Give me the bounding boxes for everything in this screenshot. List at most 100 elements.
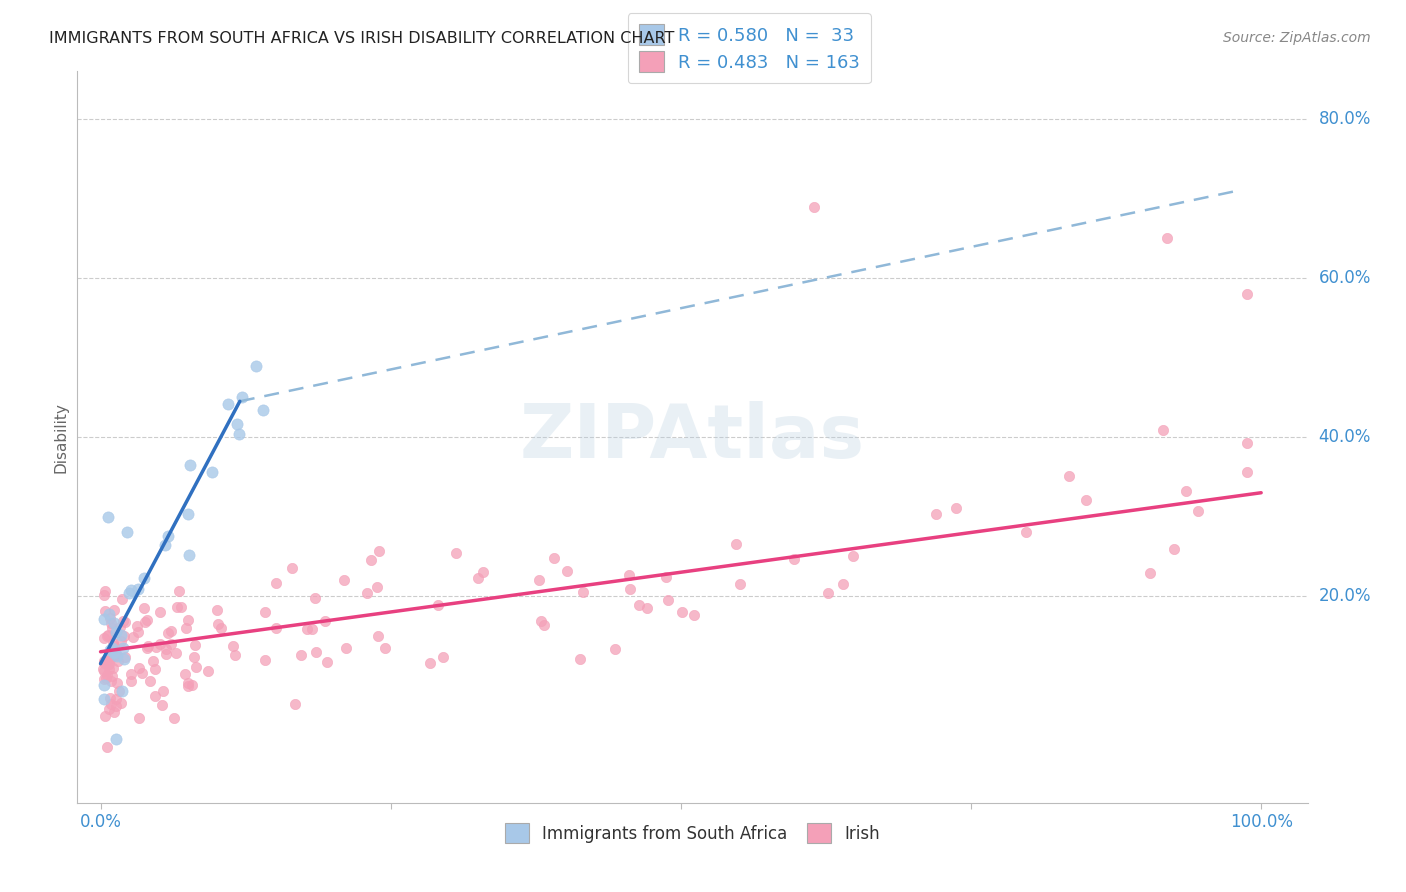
Point	[160, 637, 183, 651]
Point	[107, 654, 129, 668]
Point	[1015, 524, 1038, 539]
Point	[105, 648, 128, 662]
Point	[266, 575, 288, 590]
Point	[314, 615, 336, 629]
Point	[207, 603, 229, 617]
Point	[105, 648, 128, 663]
Point	[131, 665, 153, 680]
Point	[104, 732, 127, 747]
Point	[209, 621, 232, 635]
Point	[197, 665, 219, 679]
Point	[1175, 484, 1198, 499]
Point	[254, 653, 277, 667]
Point	[150, 698, 173, 713]
Point	[118, 586, 141, 600]
Point	[114, 615, 136, 630]
Point	[138, 673, 160, 688]
Point	[166, 599, 188, 614]
Point	[467, 572, 489, 586]
Point	[655, 570, 678, 584]
Point	[1139, 566, 1161, 580]
Point	[96, 668, 118, 682]
Point	[98, 657, 121, 671]
Point	[617, 567, 640, 582]
Point	[105, 676, 128, 690]
Point	[93, 672, 115, 686]
Point	[143, 662, 166, 676]
Point	[96, 629, 118, 643]
Point	[152, 683, 174, 698]
Point	[135, 641, 157, 656]
Point	[100, 621, 122, 635]
Point	[93, 665, 115, 679]
Point	[101, 661, 124, 675]
Point	[93, 678, 115, 692]
Point	[184, 638, 207, 652]
Text: ZIPAtlas: ZIPAtlas	[520, 401, 865, 474]
Point	[1156, 231, 1178, 245]
Point	[426, 598, 449, 612]
Point	[180, 678, 202, 692]
Point	[657, 592, 679, 607]
Point	[93, 589, 115, 603]
Point	[149, 637, 172, 651]
Point	[112, 640, 135, 655]
Point	[120, 667, 142, 681]
Point	[367, 629, 389, 643]
Point	[101, 669, 124, 683]
Text: IMMIGRANTS FROM SOUTH AFRICA VS IRISH DISABILITY CORRELATION CHART: IMMIGRANTS FROM SOUTH AFRICA VS IRISH DI…	[49, 31, 675, 46]
Point	[114, 650, 136, 665]
Point	[170, 599, 193, 614]
Point	[94, 603, 117, 617]
Point	[98, 643, 121, 657]
Legend: Immigrants from South Africa, Irish: Immigrants from South Africa, Irish	[499, 817, 886, 849]
Point	[295, 622, 318, 636]
Point	[100, 673, 122, 688]
Text: Source: ZipAtlas.com: Source: ZipAtlas.com	[1223, 31, 1371, 45]
Point	[186, 660, 208, 674]
Point	[671, 605, 693, 619]
Point	[98, 607, 121, 622]
Point	[98, 649, 121, 664]
Point	[530, 614, 553, 628]
Point	[120, 582, 142, 597]
Point	[127, 619, 149, 633]
Point	[783, 551, 806, 566]
Point	[93, 583, 115, 598]
Point	[134, 615, 156, 629]
Point	[93, 654, 115, 668]
Point	[1152, 423, 1174, 437]
Point	[728, 577, 751, 591]
Point	[419, 656, 441, 670]
Point	[571, 584, 593, 599]
Point	[101, 636, 124, 650]
Text: 40.0%: 40.0%	[1319, 428, 1371, 446]
Y-axis label: Disability: Disability	[53, 401, 69, 473]
Point	[165, 647, 187, 661]
Point	[628, 598, 651, 612]
Point	[103, 649, 125, 664]
Point	[290, 648, 312, 662]
Point	[96, 653, 118, 667]
Point	[305, 645, 328, 659]
Point	[110, 628, 132, 642]
Point	[1163, 542, 1185, 557]
Point	[374, 641, 396, 656]
Point	[115, 525, 138, 540]
Point	[94, 709, 117, 723]
Point	[101, 641, 124, 656]
Point	[103, 705, 125, 719]
Point	[100, 611, 122, 625]
Point	[134, 601, 156, 615]
Point	[527, 573, 550, 587]
Point	[174, 621, 197, 635]
Text: 20.0%: 20.0%	[1319, 587, 1371, 605]
Point	[94, 671, 117, 685]
Point	[112, 629, 135, 643]
Point	[107, 683, 129, 698]
Point	[97, 657, 120, 671]
Point	[104, 624, 127, 639]
Point	[217, 397, 239, 411]
Point	[368, 544, 391, 558]
Point	[266, 621, 288, 635]
